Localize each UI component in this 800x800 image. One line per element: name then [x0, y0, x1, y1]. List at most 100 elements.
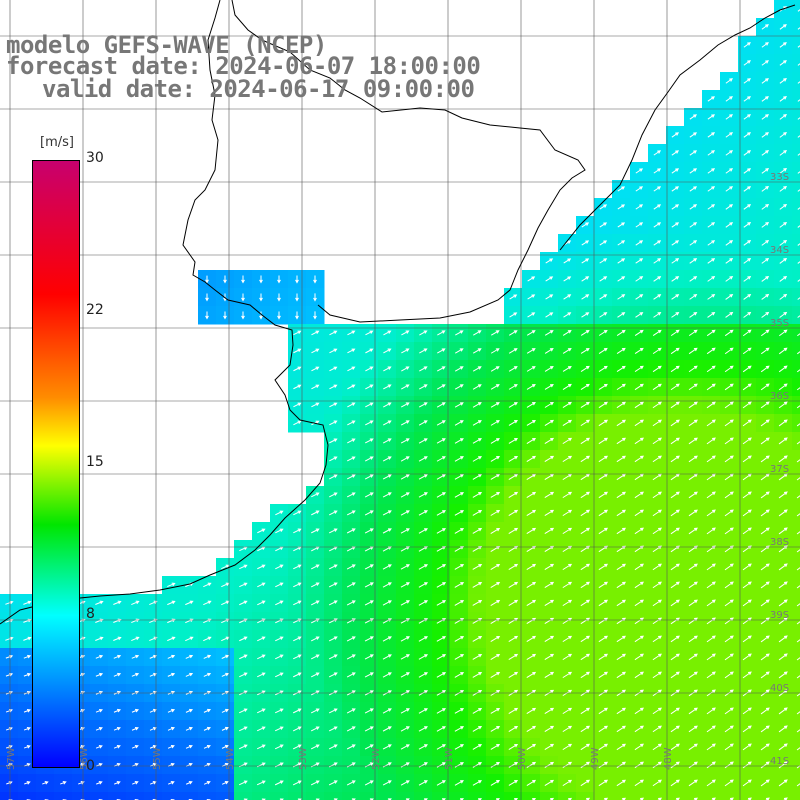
wind-speed-cell — [792, 126, 800, 145]
wind-arrow — [526, 455, 537, 462]
wind-arrow — [382, 636, 392, 642]
wind-speed-cell — [792, 378, 800, 397]
wind-arrow — [400, 762, 410, 768]
wind-arrow — [310, 600, 320, 606]
wind-arrow — [293, 420, 302, 426]
wind-arrow — [257, 528, 266, 534]
wind-arrow — [778, 419, 788, 427]
wind-arrow — [544, 473, 555, 481]
wind-arrow — [580, 365, 590, 372]
wind-arrow — [131, 654, 140, 659]
wind-arrow — [239, 636, 248, 642]
wind-arrow — [688, 671, 698, 679]
lat-label: 39S — [770, 610, 789, 621]
wind-arrow — [400, 510, 410, 516]
wind-arrow — [454, 762, 464, 768]
wind-arrow — [562, 707, 573, 715]
wind-arrow — [544, 509, 555, 517]
wind-arrow — [580, 653, 591, 661]
wind-arrow — [670, 419, 680, 427]
lon-label: 51W — [444, 747, 455, 770]
wind-arrow — [635, 294, 644, 300]
wind-arrow — [706, 491, 716, 499]
lat-label: 34S — [770, 245, 789, 256]
wind-arrow — [490, 509, 501, 516]
wind-arrow — [472, 780, 482, 786]
lon-label: 52W — [371, 747, 382, 770]
wind-arrow — [707, 186, 716, 192]
wind-arrow — [580, 743, 591, 751]
wind-arrow — [436, 672, 447, 678]
wind-arrow — [598, 743, 609, 751]
wind-arrow — [167, 781, 175, 785]
wind-arrow — [436, 582, 447, 588]
wind-arrow — [689, 150, 698, 156]
wind-arrow — [688, 383, 698, 391]
wind-speed-cell — [414, 792, 433, 800]
wind-arrow — [797, 63, 800, 66]
wind-arrow — [562, 671, 573, 679]
wind-arrow — [616, 347, 626, 354]
wind-arrow — [436, 384, 446, 390]
wind-arrow — [616, 653, 627, 661]
wind-arrow — [634, 581, 644, 589]
wind-arrow — [580, 635, 591, 643]
wind-arrow — [149, 600, 158, 606]
wind-arrow — [724, 383, 734, 391]
wind-arrow — [544, 707, 555, 715]
wind-arrow — [365, 366, 374, 372]
wind-arrow — [526, 581, 537, 588]
wind-arrow — [652, 329, 662, 337]
wind-speed-cell — [702, 792, 721, 800]
lon-label: 53W — [298, 747, 309, 770]
wind-arrow — [131, 672, 140, 677]
wind-speed-cell — [792, 738, 800, 757]
wind-arrow — [724, 581, 734, 589]
wind-arrow — [275, 510, 284, 516]
wind-speed-cell — [558, 792, 577, 800]
wind-arrow — [653, 258, 662, 264]
wind-arrow — [508, 420, 518, 426]
wind-arrow — [761, 258, 770, 264]
wind-arrow — [598, 437, 609, 445]
wind-arrow — [581, 240, 590, 246]
wind-arrow — [203, 582, 212, 588]
lon-label: 49W — [590, 747, 601, 770]
wind-arrow — [653, 168, 662, 174]
wind-arrow — [796, 747, 800, 751]
wind-speed-cell — [792, 18, 800, 37]
wind-arrow — [634, 455, 644, 463]
wind-arrow — [23, 726, 31, 731]
wind-arrow — [544, 581, 555, 589]
wind-arrow — [383, 366, 392, 372]
wind-arrow — [760, 743, 770, 751]
wind-arrow — [490, 581, 501, 588]
wind-arrow — [239, 582, 248, 588]
wind-arrow — [562, 365, 572, 372]
wind-arrow — [671, 294, 680, 300]
wind-arrow — [277, 311, 281, 320]
wind-arrow — [313, 293, 317, 302]
wind-speed-cell — [792, 720, 800, 739]
wind-arrow — [581, 222, 590, 228]
wind-arrow — [796, 585, 800, 589]
wind-arrow — [725, 276, 734, 282]
wind-arrow — [257, 654, 266, 660]
wind-arrow — [742, 599, 752, 607]
wind-arrow — [436, 726, 447, 732]
wind-arrow — [490, 474, 501, 480]
wind-arrow — [545, 276, 554, 282]
wind-arrow — [796, 531, 800, 535]
wind-arrow — [742, 509, 752, 517]
wind-arrow — [293, 402, 302, 408]
colorbar-tick-0: 0 — [86, 758, 95, 774]
wind-arrow — [724, 419, 734, 427]
wind-arrow — [277, 275, 281, 284]
wind-arrow — [113, 654, 122, 659]
wind-arrow — [346, 762, 356, 768]
wind-arrow — [688, 599, 698, 607]
wind-arrow — [670, 509, 680, 517]
wind-arrow — [436, 492, 446, 498]
wind-arrow — [743, 186, 752, 192]
wind-arrow — [472, 492, 483, 498]
